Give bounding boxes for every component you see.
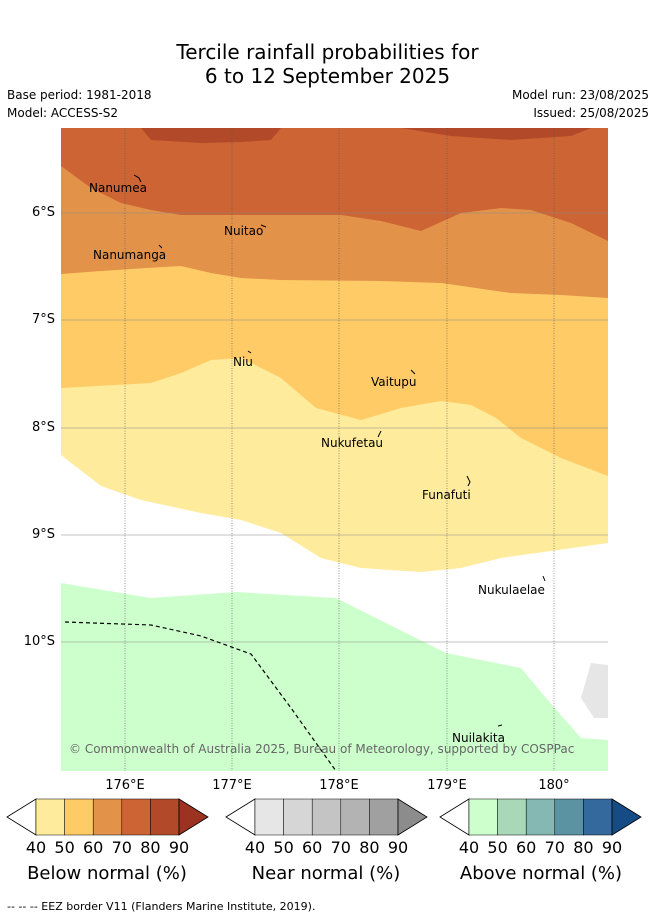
colorbar-below-segment	[121, 798, 151, 836]
eez-footer-note: -- -- -- EEZ border V11 (Flanders Marine…	[7, 900, 316, 913]
colorbar-tick-label: 80	[573, 838, 594, 857]
place-niu: Niu	[233, 355, 253, 369]
colorbar-below-segment	[35, 798, 65, 836]
place-nanumea: Nanumea	[89, 181, 147, 195]
grid-lines	[124, 128, 555, 771]
colorbar-above-segment	[554, 798, 584, 836]
lat-lines	[61, 212, 608, 643]
model-name: Model: ACCESS-S2	[7, 106, 119, 120]
colorbar-tick-label: 70	[111, 838, 132, 857]
colorbar-tick-label: 90	[168, 838, 190, 857]
colorbar-below-segment	[150, 798, 180, 836]
colorbar-near-segment	[311, 798, 342, 836]
lat-label-10s: 10°S	[23, 634, 55, 649]
colorbar-near-segment	[369, 798, 399, 836]
model-run: Model run: 23/08/2025	[511, 88, 649, 102]
lon-label-176e: 176°E	[105, 778, 145, 793]
colorbar-tick-label: 80	[140, 838, 161, 857]
lat-label-7s: 7°S	[31, 312, 55, 327]
colorbar-near-low-extend	[225, 798, 256, 836]
island-shapes	[133, 174, 546, 727]
colorbar-above-low-extend	[439, 798, 470, 836]
above-normal-region	[61, 583, 608, 771]
below-normal-80-region-east	[401, 128, 591, 140]
colorbar-tick-label: 70	[544, 838, 565, 857]
colorbar-above-segment	[583, 798, 613, 836]
colorbar-tick-label: 60	[516, 838, 537, 857]
title-line-2: 6 to 12 September 2025	[204, 64, 451, 88]
place-nukufetau: Nukufetau	[321, 436, 384, 450]
lon-label-177e: 177°E	[212, 778, 252, 793]
lat-label-9s: 9°S	[31, 527, 55, 542]
colorbar-below	[6, 798, 209, 836]
colorbar-near-segment	[283, 798, 313, 836]
title-line-1: Tercile rainfall probabilities for	[176, 40, 479, 64]
place-nuitao: Nuitao	[224, 224, 264, 238]
colorbar-tick-label: 90	[387, 838, 409, 857]
colorbar-tick-label: 60	[83, 838, 104, 857]
eez-border	[64, 621, 337, 771]
colorbar-below-label: Below normal (%)	[27, 863, 187, 884]
place-nukulaelae: Nukulaelae	[478, 583, 545, 597]
colorbar-above-high-extend	[611, 798, 642, 836]
place-nanumanga: Nanumanga	[93, 248, 167, 262]
colorbar-near-segment	[340, 798, 370, 836]
colorbar-near-segment	[254, 798, 284, 836]
place-nuilakita: Nuilakita	[452, 731, 505, 745]
colorbar-tick-label: 50	[273, 838, 294, 857]
lon-label-180: 180°	[538, 778, 570, 793]
colorbar-above	[439, 798, 642, 836]
lon-label-178e: 178°E	[319, 778, 359, 793]
near-normal-region	[581, 663, 608, 718]
place-vaitupu: Vaitupu	[371, 375, 417, 389]
colorbar-tick-label: 40	[244, 838, 266, 857]
lat-label-6s: 6°S	[31, 205, 55, 220]
lat-label-8s: 8°S	[31, 420, 55, 435]
colorbar-tick-label: 70	[330, 838, 351, 857]
colorbar-tick-label: 50	[54, 838, 75, 857]
colorbar-near-high-extend	[397, 798, 428, 836]
colorbar-below-low-extend	[6, 798, 37, 836]
colorbar-above-label: Above normal (%)	[459, 863, 623, 884]
copyright-notice: © Commonwealth of Australia 2025, Bureau…	[69, 742, 575, 756]
colorbar-tick-label: 90	[601, 838, 623, 857]
base-period: Base period: 1981-2018	[7, 88, 152, 102]
lon-label-179e: 179°E	[427, 778, 467, 793]
colorbar-tick-label: 80	[359, 838, 380, 857]
colorbar-tick-label: 40	[458, 838, 480, 857]
map-area	[61, 128, 608, 771]
place-funafuti: Funafuti	[422, 488, 471, 502]
issued-date: Issued: 25/08/2025	[533, 106, 649, 120]
colorbar-near	[225, 798, 428, 836]
colorbar-below-segment	[92, 798, 123, 836]
colorbar-tick-label: 60	[302, 838, 323, 857]
below-normal-80-region	[141, 128, 281, 143]
map-title: Tercile rainfall probabilities for 6 to …	[0, 40, 655, 88]
colorbar-legend	[6, 798, 642, 836]
colorbar-tick-label: 40	[25, 838, 47, 857]
colorbar-below-segment	[64, 798, 94, 836]
colorbar-above-segment	[468, 798, 498, 836]
colorbar-above-segment	[525, 798, 556, 836]
colorbar-tick-label: 50	[487, 838, 508, 857]
colorbar-below-high-extend	[178, 798, 209, 836]
colorbar-near-label: Near normal (%)	[251, 863, 401, 884]
colorbar-above-segment	[497, 798, 527, 836]
